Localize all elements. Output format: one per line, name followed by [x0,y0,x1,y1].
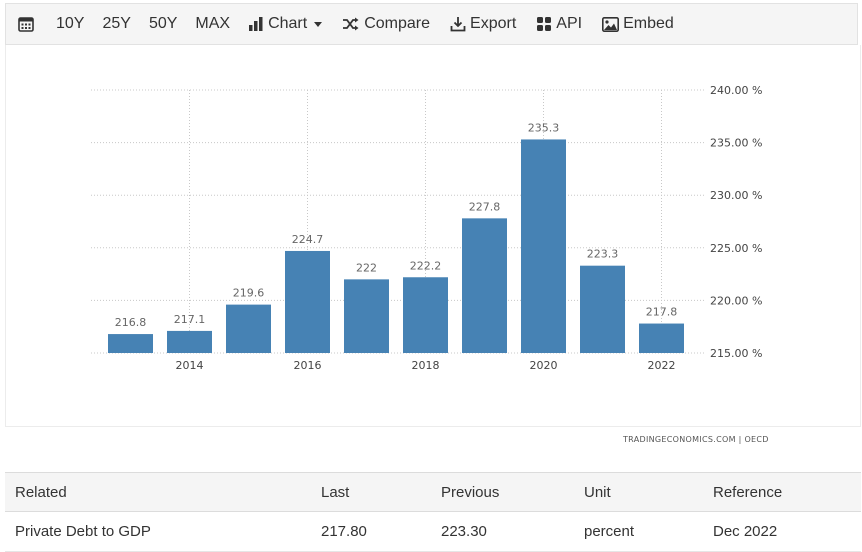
y-tick-label: 215.00 % [710,347,762,360]
data-label: 224.7 [292,233,324,246]
bar [403,277,448,353]
cell-reference: Dec 2022 [703,511,861,552]
table-row[interactable]: Private Debt to GDP 217.80 223.30 percen… [5,511,861,552]
data-label: 219.6 [233,287,265,300]
shuffle-icon [343,17,359,31]
x-tick-label: 2016 [294,359,322,372]
bar [580,265,625,353]
grid-icon [537,17,552,31]
chart-panel: 215.00 % 220.00 % 225.00 % 230.00 % 235.00 %… [5,45,861,444]
y-tick-label: 230.00 % [710,189,762,202]
related-table: Related Last Previous Unit Reference Pri… [5,472,861,552]
y-tick-label: 240.00 % [710,84,762,97]
bar [344,279,389,353]
data-label: 222 [356,261,377,274]
cell-previous: 223.30 [431,511,574,552]
x-tick-label: 2014 [176,359,204,372]
bar [167,330,212,353]
embed-button[interactable]: Embed [602,15,674,33]
x-tick-label: 2018 [412,359,440,372]
cell-related[interactable]: Private Debt to GDP [5,511,311,552]
header-last: Last [311,472,431,512]
bar [226,304,271,353]
y-tick-label: 235.00 % [710,137,762,150]
export-button[interactable]: Export [450,15,516,33]
bar [108,334,153,353]
range-50y-button[interactable]: 50Y [148,15,178,32]
data-label: 223.3 [587,248,619,261]
bar [285,250,330,353]
data-label: 222.2 [410,259,442,272]
bar [462,218,507,353]
compare-button[interactable]: Compare [342,15,430,33]
table-header-row: Related Last Previous Unit Reference [5,472,861,512]
chart-toolbar: 10Y 25Y 50Y MAX Chart Compare Export [5,3,858,45]
y-tick-label: 225.00 % [710,242,762,255]
bar-chart: 215.00 % 220.00 % 225.00 % 230.00 % 235.00 %… [91,84,762,372]
header-unit: Unit [574,472,703,512]
data-label: 217.8 [646,306,678,319]
range-25y-button[interactable]: 25Y [102,15,131,32]
chart-type-label: Chart [268,15,308,32]
x-tick-label: 2020 [530,359,558,372]
header-previous: Previous [431,472,574,512]
api-button[interactable]: API [536,15,582,33]
api-label: API [556,15,583,32]
bar [639,323,684,353]
calendar-icon[interactable] [18,16,38,32]
data-label: 217.1 [174,313,206,326]
download-icon [450,17,466,32]
data-label: 235.3 [528,121,560,134]
bar-chart-icon [249,17,263,31]
chevron-down-icon [314,21,323,27]
cell-unit: percent [574,511,703,552]
image-icon [602,16,620,32]
range-max-button[interactable]: MAX [195,15,231,32]
data-label: 227.8 [469,200,501,213]
data-label: 216.8 [115,316,147,329]
y-tick-label: 220.00 % [710,294,762,307]
compare-label: Compare [364,15,431,32]
cell-last: 217.80 [311,511,431,552]
x-tick-label: 2022 [648,359,676,372]
header-related: Related [5,472,311,512]
chart-type-button[interactable]: Chart [248,15,323,33]
source-credit[interactable]: TRADINGECONOMICS.COM | OECD [623,435,769,444]
export-label: Export [470,15,517,32]
header-reference: Reference [703,472,861,512]
range-10y-button[interactable]: 10Y [56,15,85,32]
embed-label: Embed [623,15,674,32]
bar [521,139,566,353]
